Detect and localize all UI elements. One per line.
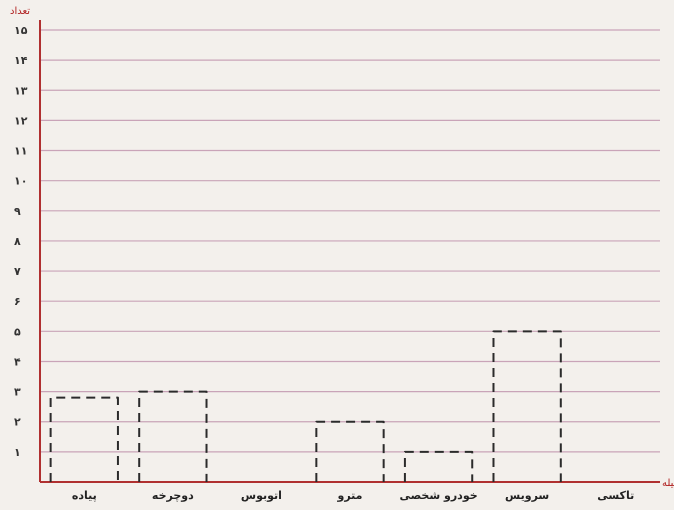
x-category-label: تاکسی bbox=[597, 489, 634, 502]
y-tick-label: ۵ bbox=[14, 325, 21, 338]
bar bbox=[492, 330, 562, 482]
grid-lines bbox=[40, 29, 660, 483]
y-tick-label: ۱۰ bbox=[14, 175, 27, 188]
x-category-label: سرویس bbox=[505, 489, 549, 502]
x-category-label: پیاده bbox=[72, 489, 97, 502]
x-category-label: مترو bbox=[337, 489, 363, 502]
y-tick-label: ۳ bbox=[14, 386, 21, 399]
bar bbox=[138, 390, 208, 482]
bars bbox=[49, 330, 562, 482]
y-tick-label: ۱۲ bbox=[14, 114, 28, 127]
bar bbox=[49, 396, 119, 482]
bar bbox=[403, 450, 474, 482]
y-tick-label: ۹ bbox=[14, 205, 21, 218]
y-tick-label: ۱۱ bbox=[14, 145, 27, 158]
y-axis-title: تعداد bbox=[10, 6, 30, 17]
x-axis-title: وسیله bbox=[662, 478, 674, 489]
y-tick-label: ۴ bbox=[14, 355, 21, 368]
bar bbox=[315, 420, 385, 482]
x-category-label: اتوبوس bbox=[241, 489, 282, 502]
y-tick-label: ۱۳ bbox=[14, 84, 28, 97]
axes bbox=[39, 20, 660, 483]
y-tick-label: ۸ bbox=[14, 235, 21, 248]
y-tick-label: ۱ bbox=[14, 446, 21, 459]
y-tick-label: ۲ bbox=[14, 416, 21, 429]
x-category-labels: تاکسی سرویس خودرو شخصی مترو اتوبوس دوچرخه پیاد… bbox=[72, 489, 634, 502]
y-tick-label: ۶ bbox=[14, 295, 21, 308]
y-tick-label: ۱۵ bbox=[14, 24, 28, 37]
y-tick-label: ۷ bbox=[14, 265, 21, 278]
x-category-label: خودرو شخصی bbox=[399, 489, 477, 502]
x-category-label: دوچرخه bbox=[152, 489, 194, 502]
y-tick-label: ۱۴ bbox=[14, 54, 28, 67]
